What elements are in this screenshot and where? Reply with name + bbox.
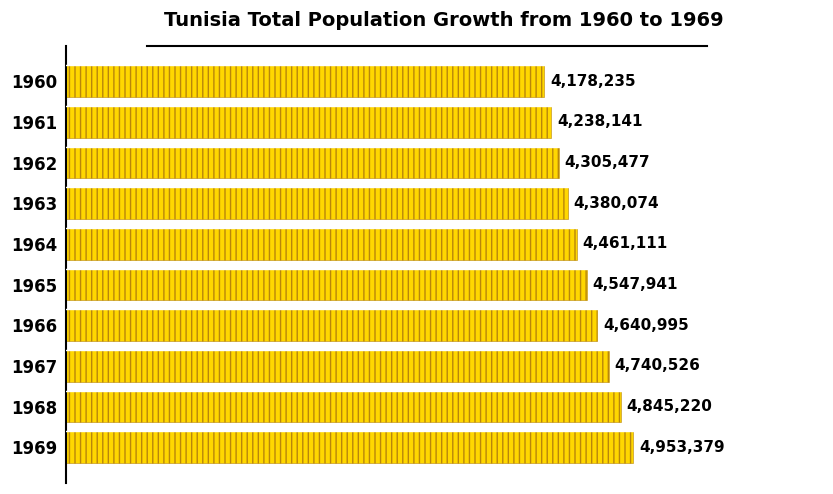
Text: 4,305,477: 4,305,477 [565,155,651,170]
Bar [66,350,609,382]
Text: 4,740,526: 4,740,526 [615,358,701,373]
Bar [66,431,633,463]
Text: 4,238,141: 4,238,141 [557,115,642,129]
Bar [66,269,586,300]
Text: 4,547,941: 4,547,941 [592,277,678,292]
Text: 4,640,995: 4,640,995 [603,318,689,332]
Bar [66,187,567,219]
Text: 4,953,379: 4,953,379 [639,440,725,454]
Text: 4,845,220: 4,845,220 [626,399,712,414]
Title: Tunisia Total Population Growth from 1960 to 1969: Tunisia Total Population Growth from 196… [164,11,724,30]
Bar [66,147,559,178]
Text: 4,380,074: 4,380,074 [573,196,659,211]
Text: 4,178,235: 4,178,235 [550,74,636,89]
Bar [66,391,621,422]
Text: 4,461,111: 4,461,111 [582,237,668,251]
Bar [66,309,597,341]
Bar [66,228,576,260]
Bar [66,106,551,138]
Bar [66,65,545,97]
